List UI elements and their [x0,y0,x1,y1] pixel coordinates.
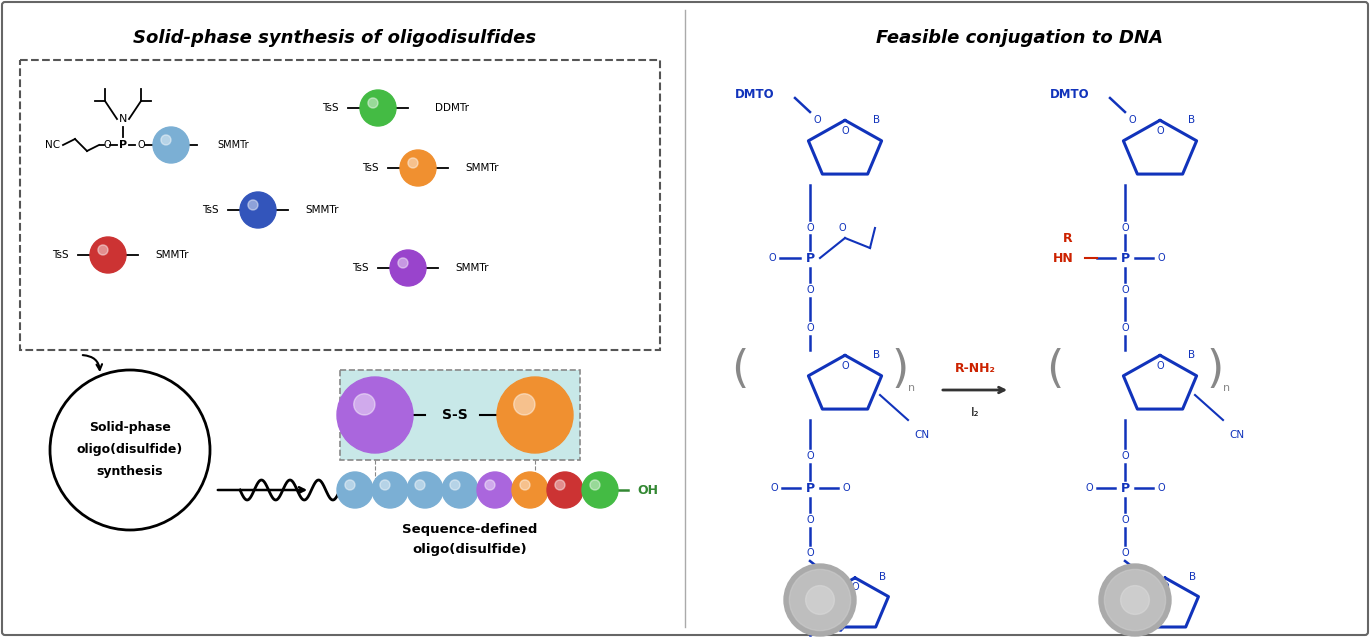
Circle shape [415,480,425,490]
Text: DMTO: DMTO [1051,89,1089,101]
Text: DDMTr: DDMTr [436,103,469,113]
Text: O: O [1121,323,1129,333]
Text: SMMTr: SMMTr [455,263,489,273]
Text: O: O [838,223,845,233]
Circle shape [390,250,426,286]
Text: O: O [806,548,814,558]
Text: Feasible conjugation to DNA: Feasible conjugation to DNA [877,29,1163,47]
Text: B: B [880,572,886,582]
Circle shape [443,472,478,508]
Text: ): ) [1207,348,1223,392]
Circle shape [379,480,390,490]
Circle shape [449,480,460,490]
Circle shape [160,135,171,145]
Text: SMMTr: SMMTr [155,250,189,260]
Circle shape [153,127,189,163]
Circle shape [1099,564,1171,636]
Circle shape [407,472,443,508]
Text: P: P [806,252,815,264]
Text: Solid-phase: Solid-phase [89,422,171,434]
Circle shape [97,245,108,255]
Text: O: O [836,623,844,633]
Circle shape [1121,585,1149,615]
Circle shape [369,98,378,108]
Text: O: O [843,483,849,493]
Text: O: O [806,285,814,295]
Circle shape [582,472,618,508]
Circle shape [590,480,600,490]
Text: I₂: I₂ [971,406,980,419]
Text: B: B [1188,115,1196,125]
Circle shape [555,480,564,490]
Circle shape [337,377,412,453]
Circle shape [497,377,573,453]
Text: O: O [841,125,849,136]
Text: O: O [1162,582,1169,592]
Text: R: R [1063,231,1073,245]
Circle shape [1104,569,1166,631]
Text: TsS: TsS [322,103,338,113]
Circle shape [521,480,530,490]
Text: O: O [1121,285,1129,295]
Text: Sequence-defined: Sequence-defined [403,524,537,536]
Text: B: B [1188,350,1196,360]
Text: (: ( [1047,348,1063,392]
Text: O: O [1121,223,1129,233]
Text: O: O [1121,623,1129,633]
Text: O: O [806,223,814,233]
Text: SMMTr: SMMTr [464,163,499,173]
Text: ): ) [892,348,908,392]
Text: O: O [806,323,814,333]
Text: B: B [874,115,881,125]
Circle shape [512,472,548,508]
Text: P: P [1121,482,1129,494]
Circle shape [397,258,408,268]
Text: N: N [119,114,127,124]
Text: HN: HN [1052,252,1073,264]
Text: R-NH₂: R-NH₂ [955,362,996,375]
Text: B: B [874,350,881,360]
Text: NC: NC [45,140,60,150]
Text: TsS: TsS [352,263,369,273]
Text: OH: OH [637,483,659,496]
Text: O: O [1085,483,1093,493]
Text: O: O [769,253,775,263]
Circle shape [345,480,355,490]
Text: O: O [1158,253,1164,263]
Text: O: O [1121,515,1129,525]
Text: TsS: TsS [362,163,378,173]
Text: SMMTr: SMMTr [306,205,338,215]
Circle shape [337,472,373,508]
Circle shape [408,158,418,168]
Text: synthesis: synthesis [97,466,163,478]
Text: SMMTr: SMMTr [216,140,248,150]
Circle shape [240,192,275,228]
Text: P: P [119,140,127,150]
Text: B: B [1189,572,1196,582]
Text: O: O [137,140,145,150]
Circle shape [477,472,512,508]
Text: S-S: S-S [443,408,469,422]
Bar [21,60,660,350]
Circle shape [806,585,834,615]
Circle shape [90,237,126,273]
Text: O: O [770,483,778,493]
Text: CN: CN [1229,430,1244,440]
Text: O: O [841,361,849,371]
Text: P: P [806,482,815,494]
Circle shape [248,200,258,210]
Circle shape [485,480,495,490]
Circle shape [514,394,536,415]
Text: DMTO: DMTO [736,89,775,101]
Text: TsS: TsS [52,250,68,260]
Text: O: O [1158,483,1164,493]
Text: O: O [806,515,814,525]
Circle shape [784,564,856,636]
Text: (: ( [732,348,748,392]
Text: O: O [1156,361,1163,371]
Text: O: O [1156,125,1163,136]
Text: O: O [1121,451,1129,461]
Text: O: O [1128,115,1136,125]
Text: n: n [1223,383,1230,393]
